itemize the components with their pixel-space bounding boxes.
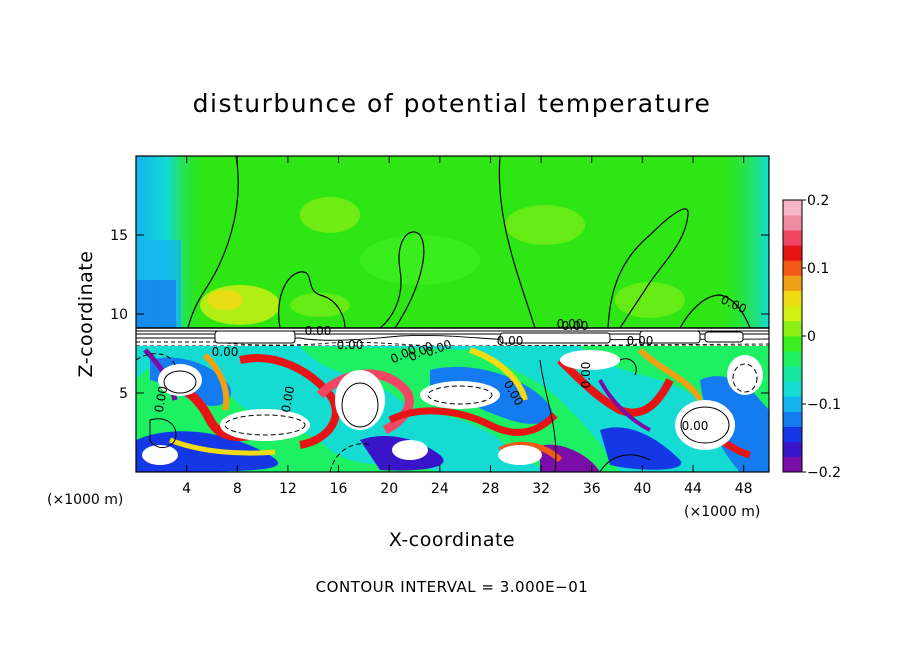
colorbar-tick-label: −0.1: [807, 397, 841, 413]
x-tick-label: 16: [330, 481, 348, 497]
colorbar-swatch: [783, 336, 802, 352]
contour-label: 0.00: [682, 419, 709, 433]
x-tick-label: 32: [532, 481, 550, 497]
y-tick-label: 5: [119, 386, 128, 402]
x-tick-label: 28: [482, 481, 500, 497]
contour-label: 0.00: [152, 385, 170, 414]
x-axis-title: X-coordinate: [389, 529, 515, 551]
colorbar-swatch: [783, 305, 802, 322]
contour-label: 0.00: [579, 362, 593, 389]
colorbar-swatch: [783, 290, 802, 307]
colorbar-swatch: [783, 245, 802, 261]
plot-area: [136, 156, 769, 472]
contour-label: 0.00: [497, 334, 524, 348]
contour-label: 0.00: [337, 338, 364, 352]
y-axis-title: Z-coordinate: [75, 251, 97, 378]
colorbar-swatch: [783, 426, 802, 443]
colorbar-frame: [782, 199, 803, 473]
x-tick-label: 48: [735, 481, 753, 497]
colorbar-swatch: [783, 441, 802, 458]
colorbar-swatch: [783, 411, 802, 427]
colorbar-swatch: [783, 260, 802, 276]
contour-label: 0.00: [305, 324, 332, 338]
upper-field: [136, 156, 769, 328]
x-tick-label: 36: [583, 481, 601, 497]
y-tick-label: 15: [110, 228, 128, 244]
colorbar-swatch: [783, 366, 802, 382]
colorbar-tick-label: 0.1: [807, 261, 829, 277]
x-tick-label: 12: [279, 481, 297, 497]
x-axis: 4 8 12 16 20 24 28 32 36 40 44 48: [182, 156, 753, 497]
contour-label: 0.00: [562, 319, 589, 333]
x-tick-label: 20: [380, 481, 398, 497]
x-tick-label: 24: [431, 481, 449, 497]
colorbar-swatch: [783, 200, 802, 216]
colorbar: [783, 200, 802, 473]
colorbar-tick-label: 0.2: [807, 193, 829, 209]
colorbar-swatch: [783, 396, 802, 412]
colorbar-swatch: [783, 351, 802, 367]
contour-label: 0.00: [627, 334, 654, 348]
x-unit-right: (×1000 m): [684, 504, 760, 520]
colorbar-swatch: [783, 275, 802, 291]
inversion-layer: [136, 327, 769, 347]
x-unit-left: (×1000 m): [47, 492, 123, 508]
y-axis: 5 10 15: [110, 228, 769, 402]
colorbar-swatch: [783, 215, 802, 231]
colorbar-ticks: 0.2 0.1 0 −0.1 −0.2: [802, 193, 841, 481]
x-tick-label: 40: [633, 481, 651, 497]
contour-label: 0.00: [212, 345, 239, 359]
colorbar-tick-label: −0.2: [807, 465, 841, 481]
contour-interval-note: CONTOUR INTERVAL = 3.000E−01: [316, 578, 589, 596]
contour-label: 0.00: [557, 317, 584, 331]
x-tick-label: 4: [182, 481, 191, 497]
chart-title: disturbunce of potential temperature: [193, 89, 712, 118]
colorbar-swatch: [783, 381, 802, 397]
lower-field: [136, 346, 769, 472]
x-tick-label: 8: [233, 481, 242, 497]
colorbar-swatch: [783, 456, 802, 473]
colorbar-tick-label: 0: [807, 329, 816, 345]
contour-label: 0.00: [279, 385, 297, 414]
contour-labels: 0.00 0.000.000.000.000.000.000.00 0.00 0.00…: [152, 292, 749, 433]
colorbar-swatch: [783, 320, 802, 337]
colorbar-swatch: [783, 230, 802, 246]
x-tick-label: 44: [684, 481, 702, 497]
y-tick-label: 10: [110, 307, 128, 323]
